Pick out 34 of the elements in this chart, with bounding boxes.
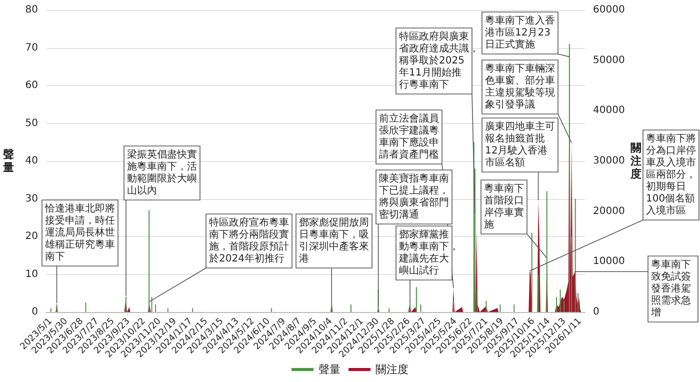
annotation: 粵車南下進入香港市區12月23日正式實施 bbox=[485, 14, 555, 50]
y2-axis-title: 關注度 bbox=[630, 142, 642, 180]
annotation: 粵車南下將分為口岸停車及入境市區兩部分，初期每日100個名額入境市區 bbox=[646, 132, 696, 216]
y2-tick-label: 40000 bbox=[593, 105, 625, 116]
annotation: 廣東四地車主可報名抽籤首批12月駛入香港市區名額 bbox=[485, 120, 555, 168]
y-tick-label: 0 bbox=[32, 306, 38, 318]
y2-tick-label: 30000 bbox=[593, 156, 625, 166]
y-tick-label: 30 bbox=[25, 193, 38, 204]
y-tick-label: 70 bbox=[25, 42, 38, 54]
annotation: 梁振英倡盡快實施粵車南下，活動範圍限於大嶼山以內 bbox=[127, 148, 197, 196]
y-tick-label: 10 bbox=[25, 268, 38, 280]
annotation: 粵車南下車輛深色車窗、部分車主違規駕駛等現象引發爭議 bbox=[485, 62, 555, 110]
annotation: 鄧家彪促開放周日粵車南下，吸引深圳中產客來港 bbox=[299, 216, 369, 264]
y-tick-label: 40 bbox=[25, 156, 38, 166]
annotation: 鄧家輝黨推動粵車南下，建議先在大嶼山試行 bbox=[398, 228, 459, 276]
y-tick-label: 20 bbox=[25, 231, 38, 242]
y2-tick-label: 60000 bbox=[593, 4, 625, 16]
y-tick-label: 60 bbox=[25, 80, 38, 91]
annotation: 陳美寶指粵車南下已提上議程，將與廣東省部門密切溝通 bbox=[379, 172, 449, 220]
y2-tick-label: 10000 bbox=[593, 256, 625, 268]
y2-tick-label: 0 bbox=[593, 306, 600, 318]
annotation: 特區政府與廣東省政府達成共識，稱爭取於2025年11月開始推行粵車南下 bbox=[399, 30, 479, 90]
legend-label: 聲量 bbox=[318, 363, 340, 376]
annotation: 粵車南下致免試簽發香港駕照需求急增 bbox=[650, 258, 691, 318]
y-tick-label: 50 bbox=[25, 118, 38, 129]
y-axis-title: 聲量 bbox=[2, 148, 14, 174]
annotation: 特區政府宣布粵車南下將分兩階段實施，首階段原預計於2024年初推行 bbox=[209, 216, 289, 264]
annotation: 前立法會議員張欣宇建議粵車南下應設申請者資產門檻 bbox=[379, 112, 439, 160]
y-tick-label: 80 bbox=[25, 4, 38, 16]
legend-label: 關注度 bbox=[376, 363, 408, 376]
y2-tick-label: 20000 bbox=[593, 206, 625, 217]
annotation: 恰逢港車北即將接受申請，時任運流局局長林世雄稱正研究粵車南下 bbox=[44, 202, 115, 262]
annotation: 粵車南下首階段口岸停車實施 bbox=[484, 182, 524, 230]
y2-tick-label: 50000 bbox=[593, 54, 625, 66]
